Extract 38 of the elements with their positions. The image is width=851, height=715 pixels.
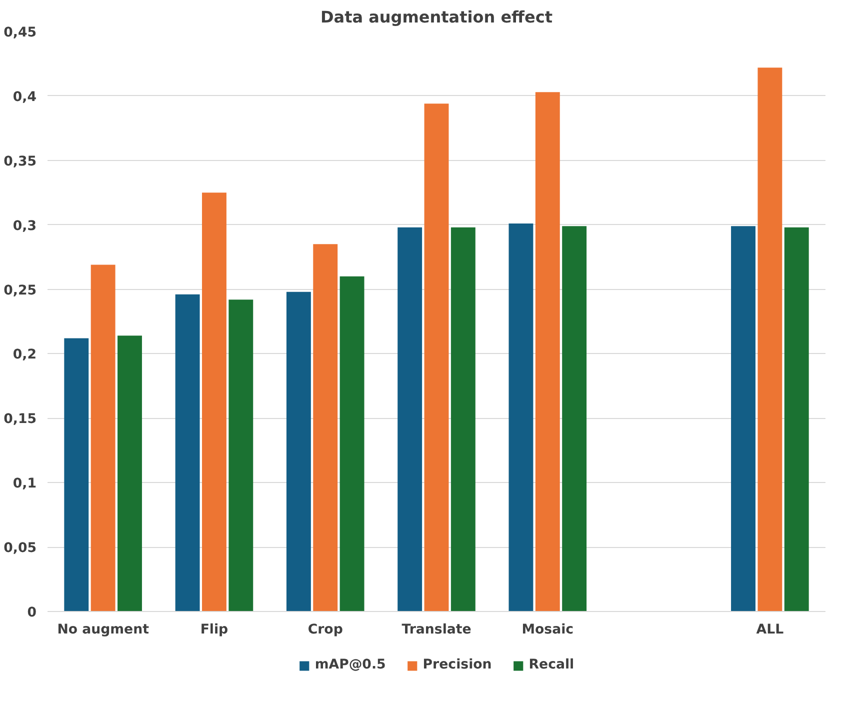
bar: [90, 264, 116, 612]
bar: [313, 244, 338, 612]
y-tick-label: 0,4: [12, 90, 37, 105]
bar: [424, 104, 449, 612]
bar: [64, 338, 89, 612]
x-tick-label: No augment: [57, 622, 150, 638]
bar: [202, 192, 226, 612]
bar: [118, 336, 142, 612]
x-tick-label: ALL: [756, 622, 784, 638]
y-tick-label: 0,3: [12, 218, 37, 234]
bar: [535, 92, 560, 612]
bar: [286, 292, 311, 612]
y-tick-label: 0,2: [12, 348, 37, 363]
bar: [562, 226, 587, 612]
bar: [784, 227, 809, 612]
y-tick-label: 0,25: [4, 283, 37, 298]
y-tick-label: 0,45: [4, 26, 37, 40]
chart-title: Data augmentation effect: [320, 8, 553, 26]
y-tick-label: 0,15: [4, 412, 37, 428]
x-tick-label: Mosaic: [522, 622, 574, 638]
bar: [398, 227, 422, 612]
x-tick-label: Flip: [200, 622, 228, 638]
legend-label: Precision: [422, 658, 492, 672]
bar: [175, 294, 200, 612]
bar: [731, 226, 756, 612]
x-tick-label: Translate: [402, 622, 472, 638]
bar: [508, 224, 534, 612]
bar: [450, 227, 476, 612]
legend-label: mAP@0.5: [314, 658, 386, 672]
bar: [228, 300, 254, 612]
y-tick-label: 0: [27, 606, 37, 620]
bar: [758, 68, 782, 612]
y-tick-label: 0,1: [12, 476, 37, 492]
bar: [340, 276, 364, 612]
x-tick-label: Crop: [308, 622, 343, 638]
legend-label: Recall: [528, 658, 574, 672]
y-tick-label: 0,35: [4, 154, 37, 170]
y-tick-label: 0,05: [4, 541, 37, 556]
